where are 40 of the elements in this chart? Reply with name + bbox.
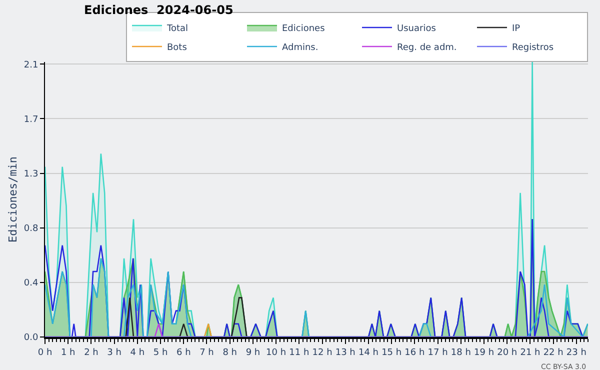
x-tick-label: 18 h xyxy=(450,348,471,358)
x-tick-label: 10 h xyxy=(266,348,286,358)
chart-title: Ediciones 2024-06-05 xyxy=(84,2,234,17)
x-tick-label: 23 h xyxy=(566,348,586,358)
legend-label: Bots xyxy=(167,43,188,54)
x-tick-label: 17 h xyxy=(428,348,448,358)
y-tick-label: 2.1 xyxy=(24,60,38,70)
legend-label: IP xyxy=(512,24,521,34)
x-tick-label: 13 h xyxy=(335,348,356,358)
x-tick-label: 0 h xyxy=(38,348,52,358)
x-tick-label: 15 h xyxy=(382,348,402,358)
x-tick-label: 9 h xyxy=(246,348,260,358)
y-axis-title: Ediciones/min xyxy=(6,156,20,243)
x-tick-label: 20 h xyxy=(497,348,518,358)
x-tick-label: 8 h xyxy=(222,348,237,358)
legend-label: Registros xyxy=(512,43,554,54)
x-tick-label: 11 h xyxy=(289,348,310,358)
x-tick-label: 14 h xyxy=(358,348,379,358)
x-tick-label: 2 h xyxy=(84,348,98,358)
x-tick-label: 22 h xyxy=(543,348,564,358)
x-tick-label: 6 h xyxy=(176,348,191,358)
x-tick-label: 3 h xyxy=(107,348,122,358)
legend-label: Usuarios xyxy=(397,24,436,34)
x-tick-label: 1 h xyxy=(60,348,76,358)
y-tick-label: 0.4 xyxy=(24,278,38,289)
legend-label: Reg. de adm. xyxy=(397,43,457,54)
x-tick-label: 16 h xyxy=(404,348,425,358)
legend-label: Ediciones xyxy=(282,24,326,34)
y-tick-label: 0.0 xyxy=(24,333,38,344)
y-tick-label: 1.3 xyxy=(24,169,38,180)
x-tick-label: 7 h xyxy=(200,348,214,358)
x-tick-label: 4 h xyxy=(130,348,145,358)
y-tick-label: 0.8 xyxy=(24,224,38,234)
y-tick-label: 1.7 xyxy=(24,114,38,125)
x-tick-label: 5 h xyxy=(153,348,168,358)
x-tick-label: 12 h xyxy=(312,348,332,358)
x-tick-label: 19 h xyxy=(474,348,494,358)
x-tick-label: 21 h xyxy=(520,348,540,358)
legend-label: Total xyxy=(166,24,188,34)
legend-label: Admins. xyxy=(282,43,318,54)
